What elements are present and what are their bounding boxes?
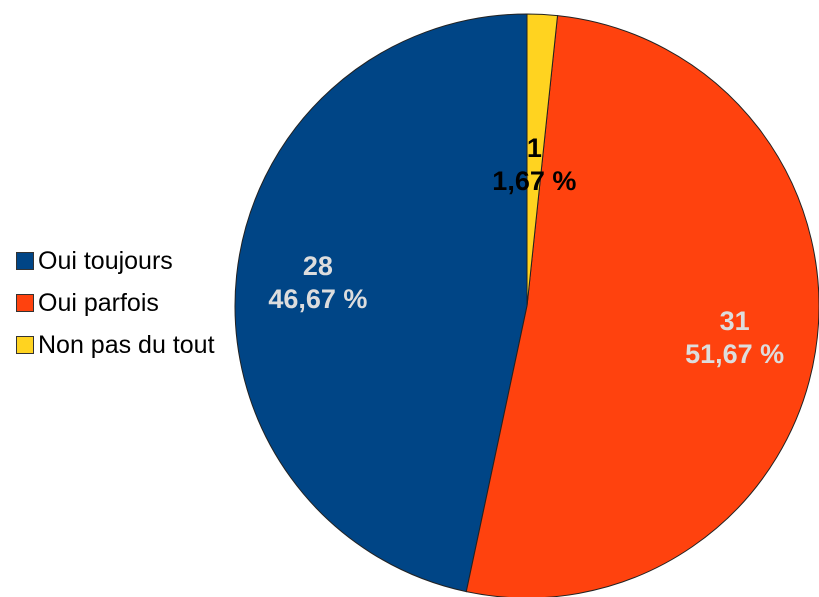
- legend-label: Oui parfois: [38, 289, 159, 317]
- legend-item: Oui parfois: [16, 288, 226, 318]
- legend-label: Oui toujours: [38, 247, 173, 275]
- slice-value-label: 28: [303, 251, 333, 281]
- slice-percent-label: 46,67 %: [268, 284, 367, 314]
- slice-value-label: 31: [720, 306, 750, 336]
- legend-item: Oui toujours: [16, 246, 226, 276]
- pie-slice: [465, 15, 819, 597]
- pie-slice: [526, 13, 559, 307]
- slice-value-label: 1: [527, 133, 542, 163]
- legend-swatch: [16, 294, 34, 312]
- legend-swatch: [16, 252, 34, 270]
- legend-swatch: [16, 336, 34, 354]
- pie-slice: [234, 13, 528, 593]
- legend-label: Non pas du tout: [38, 331, 215, 359]
- legend: Oui toujours Oui parfois Non pas du tout: [16, 246, 226, 372]
- slice-percent-label: 51,67 %: [685, 339, 784, 369]
- legend-item: Non pas du tout: [16, 330, 226, 360]
- slice-percent-label: 1,67 %: [492, 166, 576, 196]
